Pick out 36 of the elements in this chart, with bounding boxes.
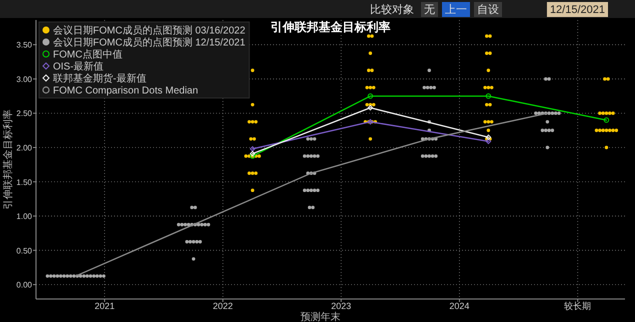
legend-label: OIS-最新值	[53, 60, 104, 72]
x-axis-title: 预测年末	[300, 311, 340, 322]
y-tick-label: 2.00	[16, 144, 33, 153]
x-tick-label: 较长期	[564, 301, 592, 311]
text: 上一	[445, 3, 467, 16]
y-axis-title: 引伸联邦基金目标利率	[2, 110, 14, 210]
point	[486, 138, 492, 144]
legend-label: 联邦基金期货-最新值	[53, 72, 146, 84]
point	[486, 134, 492, 140]
y-tick-label: 0.50	[16, 246, 33, 256]
y-tick-label: 0.00	[16, 280, 33, 290]
legend-label: 会议日期FOMC成员的点图预测 12/15/2021	[53, 36, 246, 48]
x-tick-label: 2022	[212, 301, 233, 311]
text: 无	[424, 4, 435, 16]
point	[604, 117, 610, 123]
x-tick-label: 2023	[331, 301, 352, 311]
y-tick-label: 1.50	[16, 178, 33, 187]
x-tick-label: 2021	[94, 301, 115, 311]
text: 自设	[477, 4, 499, 16]
legend-label: FOMC点图中值	[53, 48, 122, 60]
point	[368, 119, 374, 124]
legend-label: 会议日期FOMC成员的点图预测 03/16/2022	[53, 24, 246, 36]
point	[250, 146, 256, 152]
chart-title: 引伸联邦基金目标利率	[270, 20, 390, 34]
point	[368, 105, 374, 110]
text: 比较对象	[370, 3, 414, 16]
y-tick-label: 2.50	[16, 109, 33, 118]
legend-label: FOMC Comparison Dots Median	[53, 86, 198, 96]
y-tick-label: 3.50	[16, 40, 33, 50]
x-tick-label: 2024	[449, 301, 470, 311]
point	[368, 93, 374, 99]
text: 12/15/2021	[550, 4, 605, 16]
point	[486, 93, 492, 99]
y-tick-label: 1.00	[16, 212, 33, 222]
y-tick-label: 3.00	[16, 74, 33, 84]
point	[250, 150, 256, 156]
